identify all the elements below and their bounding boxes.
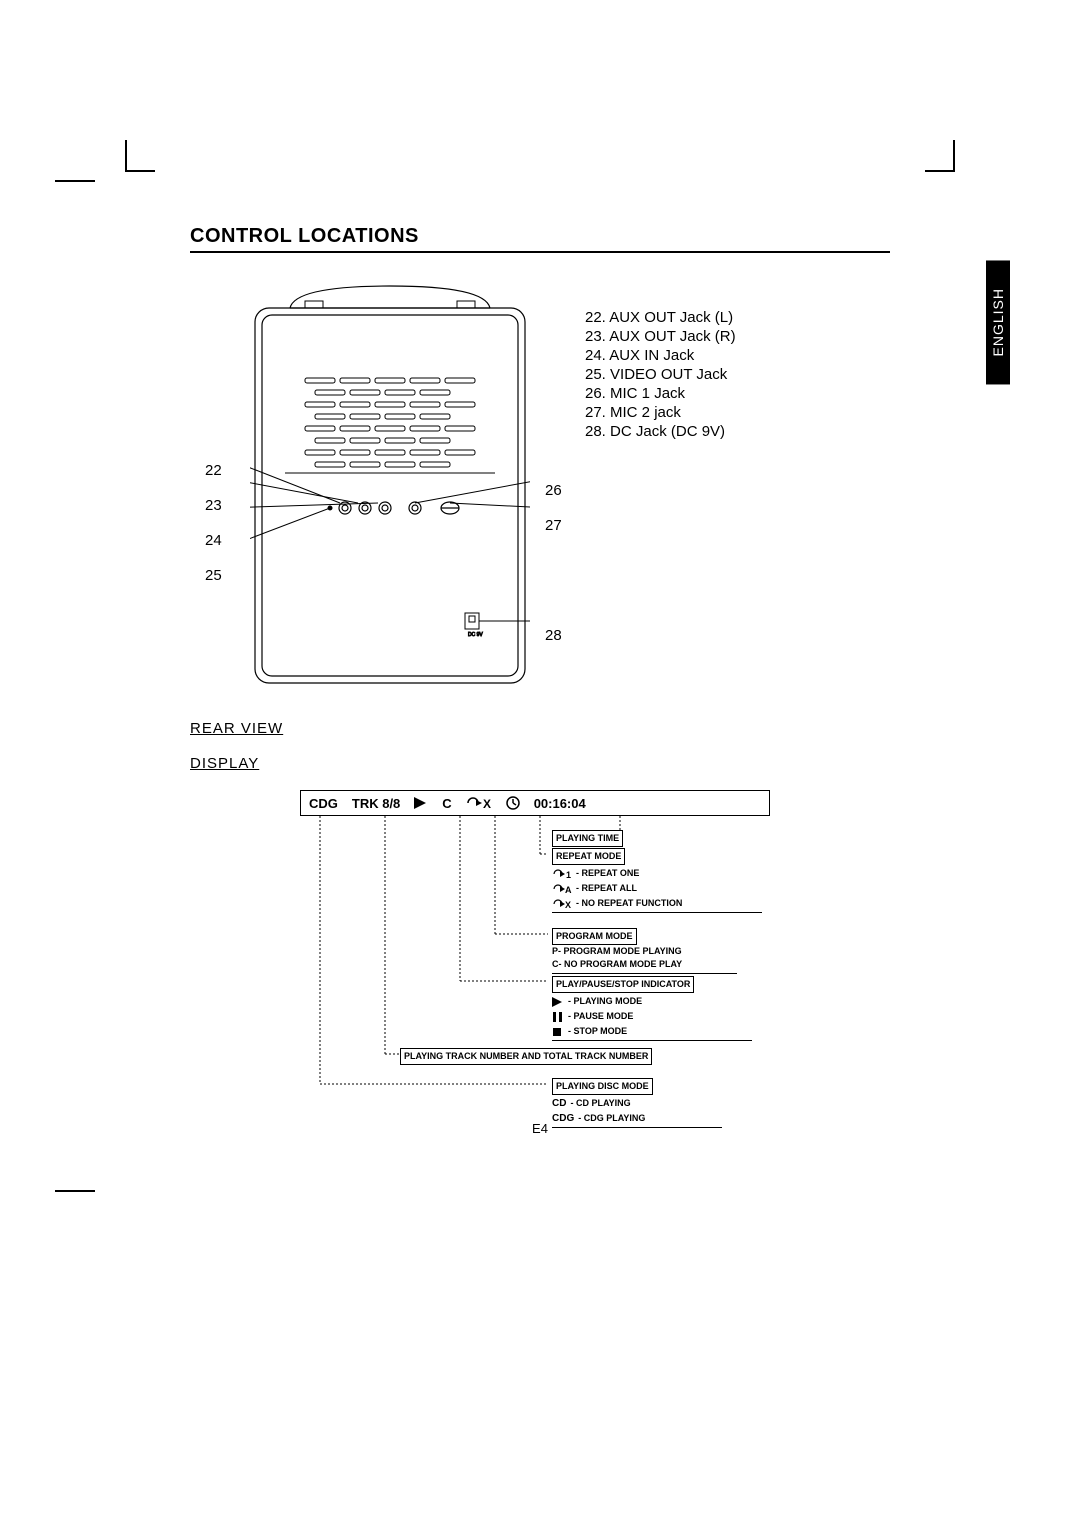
list-item: 26. MIC 1 Jack	[585, 384, 736, 403]
callout-playing-time: PLAYING TIME	[552, 830, 623, 847]
box-label: PLAYING TIME	[552, 830, 623, 847]
rear-view-diagram: DC 9V 22 23 24 25 26 27 28 22. AUX OUT J…	[190, 278, 890, 708]
svg-text:A: A	[565, 885, 572, 895]
list-item: 22. AUX OUT Jack (L)	[585, 308, 736, 327]
right-callout-numbers: 26 27 28	[545, 473, 562, 653]
repeat-one-icon: 1	[552, 868, 572, 880]
box-label: REPEAT MODE	[552, 848, 625, 865]
crop-mark	[55, 1190, 95, 1192]
list-item: 25. VIDEO OUT Jack	[585, 365, 736, 384]
lcd-time: 00:16:04	[534, 796, 586, 811]
text: C- NO PROGRAM MODE PLAY	[552, 958, 737, 971]
lcd-disc-mode: CDG	[309, 796, 338, 811]
page-title: CONTROL LOCATIONS	[190, 225, 890, 253]
callout-program-mode: PROGRAM MODE P- PROGRAM MODE PLAYING C- …	[552, 928, 737, 974]
lcd-track: TRK 8/8	[352, 796, 400, 811]
callout-play-pause-stop: PLAY/PAUSE/STOP INDICATOR - PLAYING MODE…	[552, 976, 752, 1041]
svg-text:DC 9V: DC 9V	[468, 632, 483, 638]
rear-view-heading: REAR VIEW	[190, 720, 890, 737]
clock-icon	[506, 796, 520, 810]
stop-mode-icon	[552, 1027, 564, 1037]
callout-repeat-mode: REPEAT MODE 1 - REPEAT ONE A - REPEAT AL…	[552, 848, 762, 913]
crop-mark	[55, 180, 95, 182]
jack-legend: 22. AUX OUT Jack (L) 23. AUX OUT Jack (R…	[585, 308, 736, 441]
repeat-none-icon: X	[552, 898, 572, 910]
svg-text:X: X	[565, 900, 571, 910]
display-diagram: CDG TRK 8/8 C X 00:16:04	[300, 790, 770, 816]
list-item: 23. AUX OUT Jack (R)	[585, 327, 736, 346]
text: - CD PLAYING	[570, 1097, 630, 1110]
text: - PLAYING MODE	[568, 995, 642, 1008]
play-icon	[414, 797, 428, 809]
label-23: 23	[205, 488, 222, 523]
crop-mark	[125, 140, 127, 172]
label-24: 24	[205, 523, 222, 558]
device-rear-illustration: DC 9V	[250, 278, 530, 688]
box-label: PLAYING DISC MODE	[552, 1078, 653, 1095]
label-28: 28	[545, 618, 562, 653]
callout-track-number: PLAYING TRACK NUMBER AND TOTAL TRACK NUM…	[400, 1048, 652, 1065]
text: - REPEAT ALL	[576, 882, 637, 895]
box-label: PROGRAM MODE	[552, 928, 637, 945]
pause-mode-icon	[552, 1012, 564, 1022]
left-callout-numbers: 22 23 24 25	[205, 453, 222, 593]
repeat-all-icon: A	[552, 883, 572, 895]
list-item: 27. MIC 2 jack	[585, 403, 736, 422]
text: - REPEAT ONE	[576, 867, 639, 880]
display-heading: DISPLAY	[190, 755, 890, 772]
box-label: PLAYING TRACK NUMBER AND TOTAL TRACK NUM…	[400, 1048, 652, 1065]
text: - NO REPEAT FUNCTION	[576, 897, 682, 910]
text: - PAUSE MODE	[568, 1010, 633, 1023]
label-26: 26	[545, 473, 562, 508]
label-25: 25	[205, 558, 222, 593]
label-27: 27	[545, 508, 562, 543]
crop-mark	[125, 170, 155, 172]
page-content: CONTROL LOCATIONS ENGLISH	[190, 225, 890, 816]
list-item: 24. AUX IN Jack	[585, 346, 736, 365]
text: P- PROGRAM MODE PLAYING	[552, 945, 737, 958]
lcd-bar: CDG TRK 8/8 C X 00:16:04	[300, 790, 770, 816]
language-tab: ENGLISH	[986, 260, 1010, 384]
crop-mark	[953, 140, 955, 172]
text: - STOP MODE	[568, 1025, 627, 1038]
list-item: 28. DC Jack (DC 9V)	[585, 422, 736, 441]
label-22: 22	[205, 453, 222, 488]
box-label: PLAY/PAUSE/STOP INDICATOR	[552, 976, 694, 993]
svg-text:X: X	[483, 797, 491, 810]
crop-mark	[925, 170, 955, 172]
play-mode-icon	[552, 997, 564, 1007]
page-number: E4	[190, 1121, 890, 1136]
repeat-x-icon: X	[466, 796, 492, 810]
lcd-program: C	[442, 796, 451, 811]
svg-text:1: 1	[566, 870, 571, 880]
